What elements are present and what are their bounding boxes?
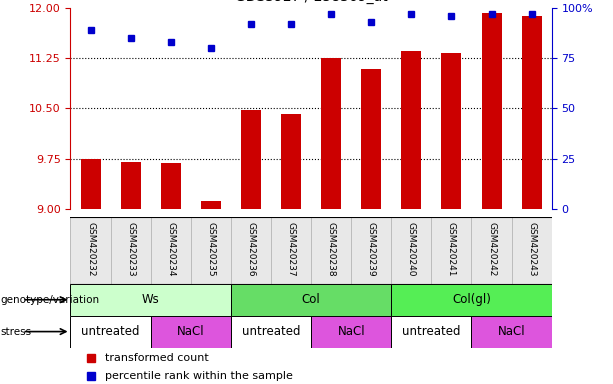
Bar <box>391 316 471 348</box>
Bar <box>482 13 501 209</box>
Text: GSM420235: GSM420235 <box>207 222 215 276</box>
Bar <box>161 163 181 209</box>
Title: GDS3927 / 258369_at: GDS3927 / 258369_at <box>235 0 387 4</box>
Bar <box>231 284 391 316</box>
Bar <box>311 316 391 348</box>
Bar <box>361 70 381 209</box>
Text: NaCl: NaCl <box>498 325 525 338</box>
Text: Col: Col <box>302 293 321 306</box>
Text: GSM420242: GSM420242 <box>487 222 496 276</box>
Bar <box>201 201 221 209</box>
Text: GSM420234: GSM420234 <box>166 222 175 276</box>
Text: GSM420240: GSM420240 <box>407 222 416 276</box>
Bar <box>231 316 311 348</box>
Text: genotype/variation: genotype/variation <box>1 295 100 305</box>
Text: GSM420233: GSM420233 <box>126 222 135 276</box>
Bar <box>80 159 101 209</box>
Text: GSM420238: GSM420238 <box>327 222 336 276</box>
Bar <box>281 114 301 209</box>
Bar <box>70 316 151 348</box>
Text: Col(gl): Col(gl) <box>452 293 491 306</box>
Text: GSM420241: GSM420241 <box>447 222 456 276</box>
Bar <box>241 109 261 209</box>
Bar <box>321 58 341 209</box>
Bar <box>121 162 140 209</box>
Text: NaCl: NaCl <box>337 325 365 338</box>
Bar <box>471 316 552 348</box>
Text: stress: stress <box>1 326 32 337</box>
Text: untreated: untreated <box>242 325 300 338</box>
Bar <box>402 51 421 209</box>
Text: GSM420236: GSM420236 <box>246 222 256 276</box>
Bar <box>522 16 542 209</box>
Text: Ws: Ws <box>142 293 159 306</box>
Bar <box>151 316 231 348</box>
Bar <box>70 284 231 316</box>
Text: GSM420232: GSM420232 <box>86 222 95 276</box>
Text: percentile rank within the sample: percentile rank within the sample <box>105 371 292 381</box>
Bar <box>441 53 462 209</box>
Text: GSM420237: GSM420237 <box>286 222 295 276</box>
Text: transformed count: transformed count <box>105 353 208 363</box>
Text: GSM420243: GSM420243 <box>527 222 536 276</box>
Text: untreated: untreated <box>402 325 460 338</box>
Text: NaCl: NaCl <box>177 325 205 338</box>
Bar <box>391 284 552 316</box>
Text: GSM420239: GSM420239 <box>367 222 376 276</box>
Text: untreated: untreated <box>82 325 140 338</box>
